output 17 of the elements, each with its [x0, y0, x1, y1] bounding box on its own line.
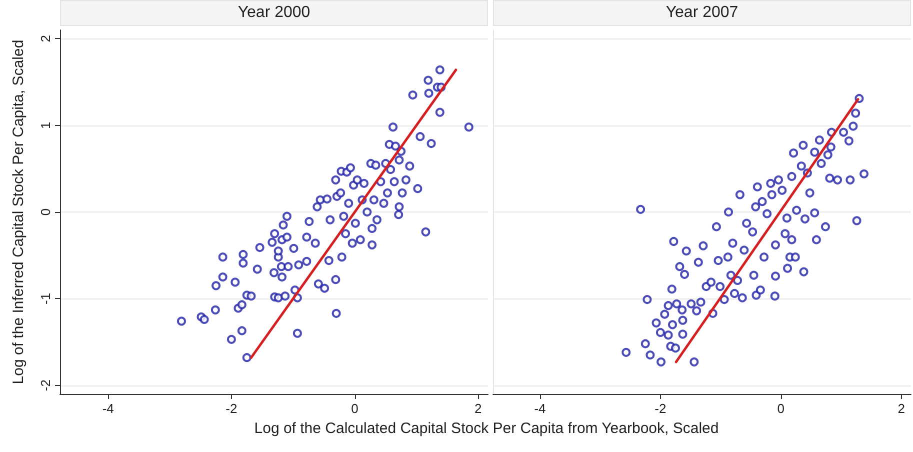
y-tick-label: 2 [38, 35, 53, 42]
chart-title: Year 2000 [60, 0, 488, 26]
chart-title: Year 2007 [493, 0, 911, 26]
x-tick-label: 0 [777, 401, 785, 416]
y-tick-label: 0 [38, 208, 53, 216]
x-tick-label: -2 [226, 401, 238, 416]
x-tick-label: 2 [898, 401, 905, 416]
x-axis-title: Log of the Calculated Capital Stock Per Capita from Yearbook, Scaled [253, 420, 720, 437]
x-tick-label: -4 [102, 401, 114, 416]
y-axis-title: Log of the Inferred Capital Stock Per Capita, Scaled [10, 40, 27, 384]
y-tick-label: 1 [38, 122, 53, 129]
y-tick-label: -1 [38, 292, 53, 304]
x-tick-label: -2 [654, 401, 666, 416]
x-tick-label: 0 [351, 401, 358, 416]
x-tick-label: 2 [474, 401, 482, 416]
x-tick-label: -4 [534, 401, 546, 416]
y-tick-label: -2 [38, 380, 53, 392]
